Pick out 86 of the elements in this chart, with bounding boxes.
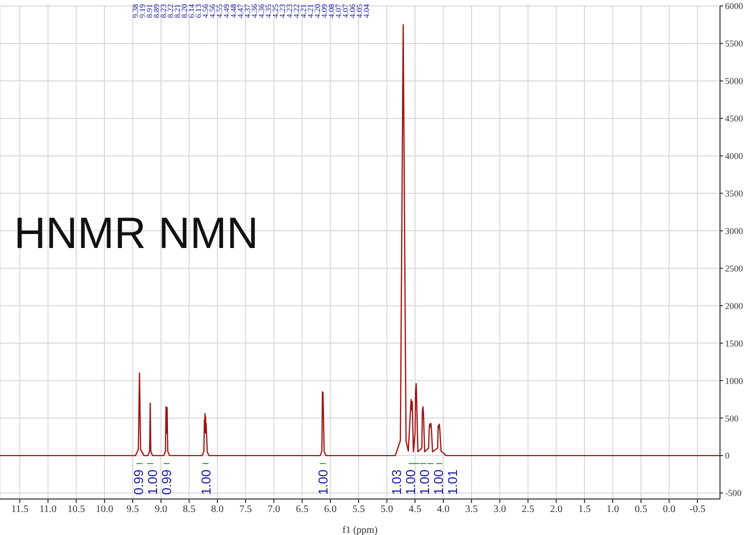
annotation: 4.36 <box>257 4 266 18</box>
y-tick-label: 3500 <box>725 188 744 199</box>
annotation: 1.03 <box>389 470 404 495</box>
annotation: 1.00 <box>417 470 432 495</box>
annotation: 4.47 <box>236 4 245 18</box>
annotation: 4.22 <box>292 4 301 18</box>
annotation: 4.48 <box>229 4 238 18</box>
annotation: 1.00 <box>316 470 331 495</box>
x-axis-title: f1 (ppm) <box>342 525 378 535</box>
annotation: 1.01 <box>445 470 460 495</box>
y-tick-label: 3000 <box>725 226 744 236</box>
y-tick-label: 1500 <box>725 338 744 348</box>
annotation: 4.05 <box>355 4 364 18</box>
annotation: 8.23 <box>159 4 168 18</box>
annotation: 4.23 <box>278 4 287 18</box>
x-tick-label: 5.0 <box>380 504 394 516</box>
x-tick-label: 11.0 <box>39 504 57 516</box>
annotation: 4.56 <box>201 4 210 18</box>
annotation: 4.56 <box>208 4 217 18</box>
annotation: 9.19 <box>138 4 147 18</box>
x-tick-label: 6.5 <box>296 504 308 516</box>
y-tick-label: 1000 <box>725 376 744 386</box>
annotation: 8.89 <box>152 4 161 18</box>
annotation: 4.35 <box>264 4 273 18</box>
y-tick-label: 6000 <box>725 1 744 12</box>
text: HNMR NMN <box>14 209 258 258</box>
x-tick-label: 1.0 <box>606 504 619 516</box>
y-tick-label: 2000 <box>725 300 744 311</box>
x-tick-label: 2.5 <box>522 504 534 516</box>
annotation: 4.09 <box>320 4 329 18</box>
annotation: 1.00 <box>431 470 446 495</box>
annotation: 4.06 <box>348 4 357 18</box>
annotation: 8.22 <box>166 4 175 18</box>
annotation: 1.00 <box>145 470 160 495</box>
annotation: 4.07 <box>334 4 343 18</box>
annotation: 4.49 <box>222 4 231 18</box>
x-tick-label: 10.0 <box>96 504 114 516</box>
x-tick-label: 2.0 <box>550 504 562 516</box>
annotation: 4.25 <box>271 4 280 18</box>
annotation: 9.38 <box>131 4 140 18</box>
annotation: 8.21 <box>173 4 182 18</box>
annotation: 8.91 <box>145 4 154 18</box>
x-tick-label: 10.5 <box>67 504 85 516</box>
x-tick-label: 11.5 <box>11 504 28 516</box>
x-tick-label: 4.5 <box>408 504 422 516</box>
x-tick-label: 9.5 <box>126 504 139 516</box>
x-tick-label: 3.5 <box>465 504 478 516</box>
x-tick-label: 8.5 <box>182 504 196 516</box>
y-tick-label: 5500 <box>725 38 744 49</box>
y-tick-label: 5000 <box>725 76 744 86</box>
x-tick-label: -0.5 <box>689 504 706 516</box>
line-series <box>0 24 720 456</box>
annotation: 4.37 <box>243 4 252 18</box>
y-tick-label: 4000 <box>725 151 744 162</box>
annotation: 4.08 <box>327 4 336 18</box>
x-tick-label: 4.0 <box>437 504 450 516</box>
y-tick-label: 2500 <box>725 263 744 274</box>
annotation: 4.20 <box>313 4 322 18</box>
x-tick-label: 6.0 <box>324 504 337 516</box>
annotation: 4.21 <box>299 4 308 18</box>
annotation: 8.20 <box>180 4 189 18</box>
annotation: 4.55 <box>215 4 224 18</box>
annotation: 4.36 <box>250 4 259 18</box>
x-tick-label: 5.5 <box>352 504 365 516</box>
x-tick-label: 0.0 <box>662 504 676 516</box>
x-tick-label: 1.5 <box>578 504 591 516</box>
annotation: 4.21 <box>306 4 315 18</box>
x-tick-label: 7.5 <box>239 504 252 516</box>
annotation: 4.07 <box>341 4 350 18</box>
y-tick-label: 0 <box>725 450 730 461</box>
annotation: 4.23 <box>285 4 294 18</box>
annotation: 1.00 <box>403 470 418 495</box>
y-tick-label: -500 <box>725 488 742 498</box>
x-tick-label: 7.0 <box>268 504 280 516</box>
annotation: 1.00 <box>198 470 214 495</box>
annotation: 0.99 <box>159 470 174 495</box>
y-tick-label: 500 <box>725 413 739 424</box>
annotation: 0.99 <box>131 470 146 495</box>
x-tick-label: 3.0 <box>494 504 506 516</box>
y-tick-label: 4500 <box>725 114 744 124</box>
x-tick-label: 9.0 <box>154 504 168 516</box>
x-tick-label: 0.5 <box>634 504 648 516</box>
annotation: 6.13 <box>194 4 203 18</box>
x-tick-label: 8.0 <box>211 504 224 516</box>
annotation: 6.14 <box>187 4 196 18</box>
annotation: 4.04 <box>362 4 371 18</box>
